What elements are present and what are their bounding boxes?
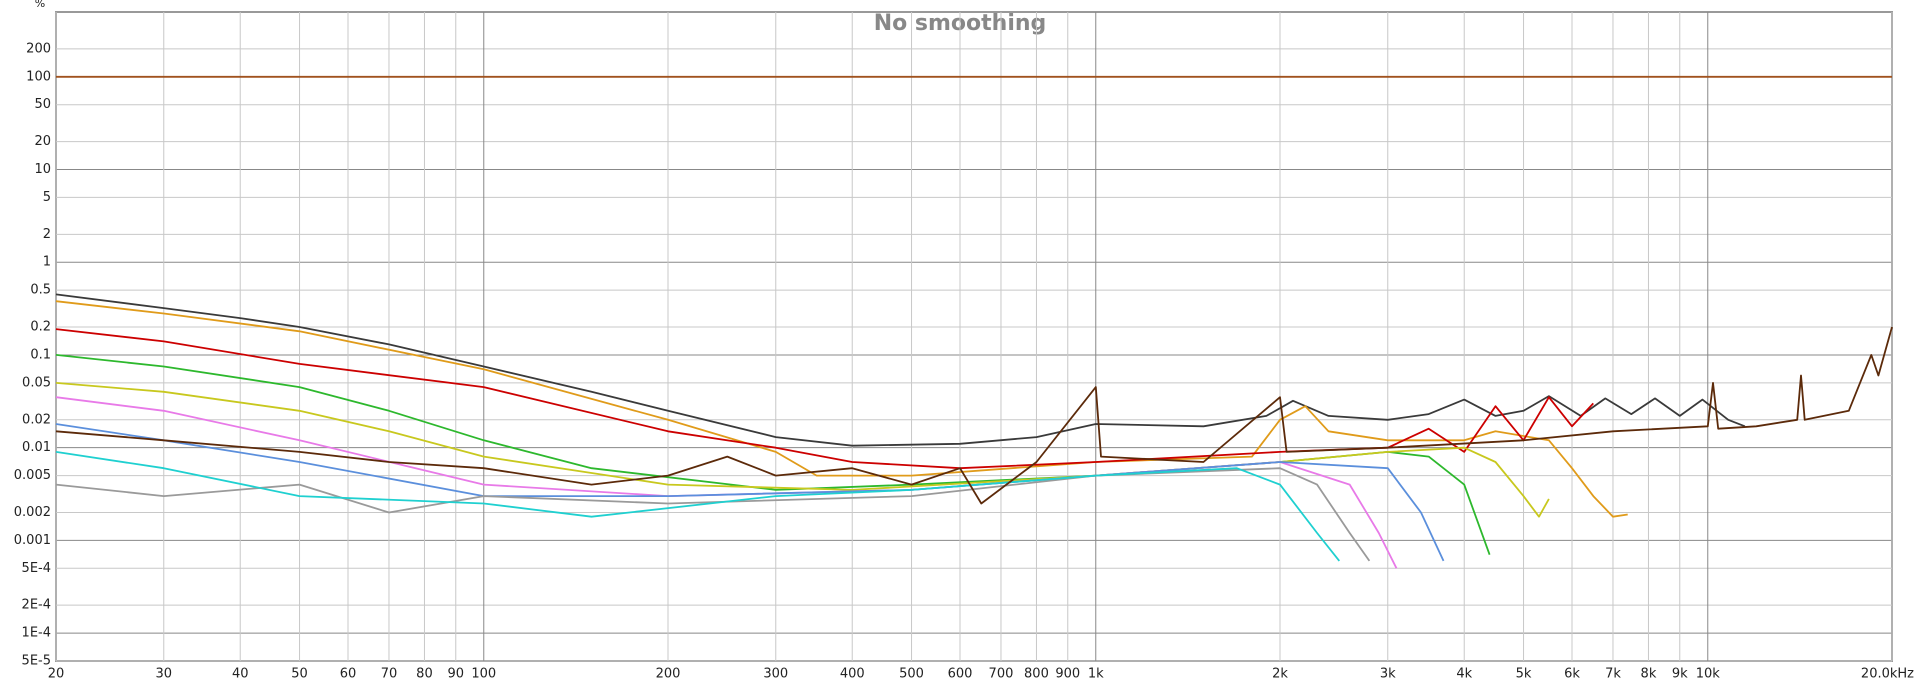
y-tick-label: 0.1 xyxy=(30,347,51,362)
x-tick-label: 3k xyxy=(1380,667,1396,682)
x-tick-label: 100 xyxy=(471,667,496,682)
y-tick-label: 0.01 xyxy=(22,440,51,455)
plot-area xyxy=(55,11,1893,662)
y-tick-label: 0.5 xyxy=(30,283,51,298)
x-tick-label: 30 xyxy=(155,667,172,682)
x-tick-label: 4k xyxy=(1456,667,1472,682)
x-tick-label: 600 xyxy=(948,667,973,682)
x-tick-label: 200 xyxy=(656,667,681,682)
y-tick-label: 0.02 xyxy=(22,412,51,427)
series-line xyxy=(55,451,1341,562)
y-tick-label: 5 xyxy=(43,190,51,205)
x-tick-label: 1k xyxy=(1088,667,1104,682)
y-tick-label: 100 xyxy=(26,69,51,84)
y-tick-label: 0.005 xyxy=(14,468,51,483)
x-tick-label: 5k xyxy=(1516,667,1532,682)
y-tick-label: 1E-4 xyxy=(22,626,51,641)
x-tick-label: 700 xyxy=(989,667,1014,682)
y-unit: % xyxy=(35,0,45,10)
series-line xyxy=(55,326,1893,505)
x-tick-label: 2k xyxy=(1272,667,1288,682)
y-tick-label: 2E-4 xyxy=(22,598,51,613)
series-line xyxy=(55,328,1594,470)
x-tick-label: 900 xyxy=(1055,667,1080,682)
x-tick-label: 8k xyxy=(1641,667,1657,682)
y-tick-label: 2 xyxy=(43,227,51,242)
x-tick-label: 50 xyxy=(291,667,308,682)
y-tick-label: 20 xyxy=(34,134,51,149)
x-tick-label: 60 xyxy=(340,667,357,682)
x-tick-label: 400 xyxy=(840,667,865,682)
y-tick-label: 0.001 xyxy=(14,533,51,548)
x-tick-label: 70 xyxy=(381,667,398,682)
series-line xyxy=(55,293,1746,447)
y-tick-label: 0.002 xyxy=(14,505,51,520)
x-tick-label: 7k xyxy=(1605,667,1621,682)
y-tick-label: 10 xyxy=(34,162,51,177)
x-tick-label: 300 xyxy=(763,667,788,682)
x-tick-label: 9k xyxy=(1672,667,1688,682)
x-tick-label: 20.0kHz xyxy=(1861,667,1914,682)
x-tick-label: 500 xyxy=(899,667,924,682)
y-tick-label: 0.2 xyxy=(30,320,51,335)
x-tick-label: 10k xyxy=(1696,667,1721,682)
y-tick-label: 50 xyxy=(34,97,51,112)
x-tick-label: 90 xyxy=(447,667,464,682)
x-tick-label: 40 xyxy=(232,667,249,682)
x-tick-label: 800 xyxy=(1024,667,1049,682)
x-tick-label: 6k xyxy=(1564,667,1580,682)
series-line xyxy=(55,467,1371,562)
series-line xyxy=(55,300,1628,518)
y-tick-label: 5E-4 xyxy=(22,561,51,576)
x-tick-label: 80 xyxy=(416,667,433,682)
series-line xyxy=(55,354,1491,556)
y-tick-label: 5E-5 xyxy=(22,654,51,669)
y-tick-label: 1 xyxy=(43,255,51,270)
y-tick-label: 200 xyxy=(26,41,51,56)
y-tick-label: 0.05 xyxy=(22,375,51,390)
x-tick-label: 20 xyxy=(48,667,65,682)
